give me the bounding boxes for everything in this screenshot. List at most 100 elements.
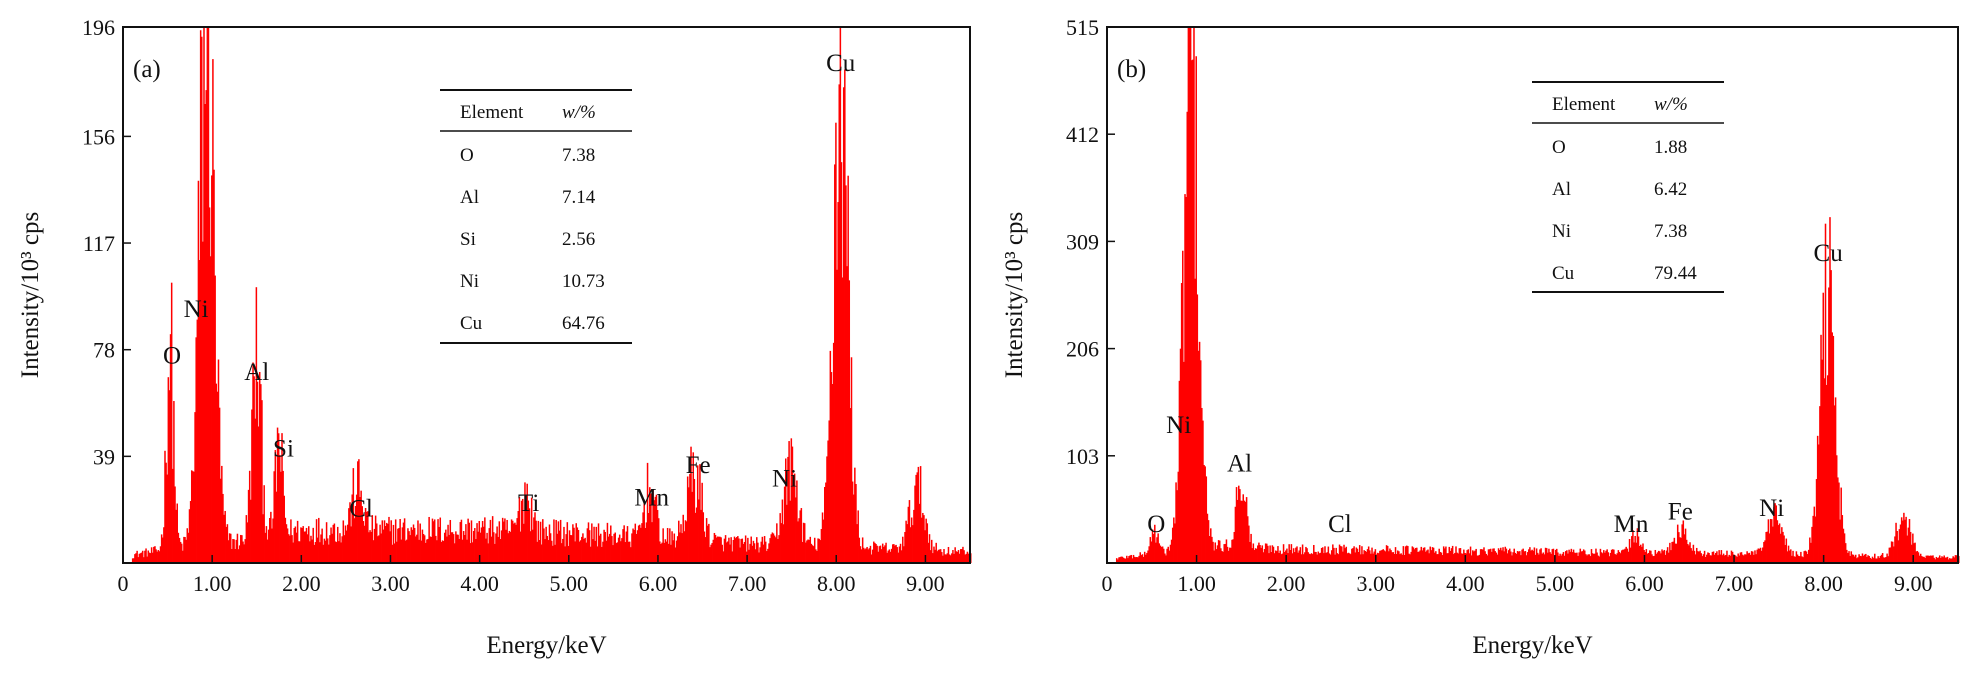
spectrum-bar <box>1296 546 1298 563</box>
spectrum-bar <box>1777 525 1780 563</box>
spectrum-bar <box>864 549 866 563</box>
spectrum-bar <box>1824 223 1827 563</box>
spectrum-bar <box>331 533 333 563</box>
spectrum-bar <box>439 517 442 563</box>
spectrum-bar <box>1165 555 1167 563</box>
spectrum-bar <box>860 549 863 563</box>
spectrum-bar <box>276 427 279 563</box>
spectrum-bar <box>1485 553 1487 563</box>
spectrum-bar <box>1720 550 1723 563</box>
spectrum-bar <box>490 536 493 563</box>
spectrum-bar <box>819 540 822 563</box>
spectrum-bar <box>1390 550 1392 563</box>
spectrum-bar <box>1551 549 1554 563</box>
spectrum-bar <box>1922 556 1924 563</box>
spectrum-bar <box>851 481 854 563</box>
spectrum-bar <box>805 542 807 563</box>
spectrum-bar <box>1605 550 1607 563</box>
spectrum-bar <box>416 534 418 563</box>
peak-label: Ni <box>1166 412 1191 439</box>
spectrum-bar <box>1171 527 1174 563</box>
spectrum-bar <box>1196 294 1199 563</box>
spectrum-bar <box>647 513 650 563</box>
spectrum-bar <box>844 69 846 563</box>
spectrum-bar <box>666 527 669 563</box>
spectrum-bar <box>1367 546 1370 563</box>
spectrum-bar <box>1436 554 1438 563</box>
spectrum-bar <box>1314 551 1316 563</box>
spectrum-bar <box>1549 552 1551 563</box>
spectrum-bar <box>1562 552 1565 563</box>
spectrum-bar <box>692 452 695 563</box>
spectrum-bar <box>540 544 543 563</box>
spectrum-bar <box>1626 548 1629 563</box>
spectrum-bar <box>1463 549 1465 563</box>
spectrum-bar <box>1651 554 1653 563</box>
spectrum-bar <box>1298 550 1300 563</box>
spectrum-bar <box>1150 541 1153 563</box>
spectrum-bar <box>654 496 657 563</box>
spectrum-bar <box>1867 555 1869 563</box>
spectrum-bar <box>1409 554 1411 563</box>
x-tick-label: 9.00 <box>1894 571 1933 596</box>
spectrum-bar <box>1193 27 1195 563</box>
spectrum-bar <box>1887 556 1889 563</box>
spectrum-bar <box>1657 550 1660 563</box>
spectrum-bar <box>1248 525 1250 563</box>
spectrum-bar <box>694 512 697 563</box>
peak-label: Ni <box>184 296 209 323</box>
spectrum-bar <box>1567 553 1569 563</box>
spectrum-bar <box>1889 547 1892 563</box>
spectrum-bar <box>299 541 301 563</box>
spectrum-bar <box>698 499 700 563</box>
spectrum-bar <box>403 518 406 563</box>
spectrum-bar <box>1815 479 1818 563</box>
spectrum-bar <box>1706 554 1708 563</box>
spectrum-bar <box>1269 545 1271 563</box>
peak-label: O <box>163 342 181 369</box>
spectrum-bar <box>693 478 696 563</box>
spectrum-bar <box>725 542 728 563</box>
spectrum-bar <box>1687 544 1689 563</box>
spectrum-bar <box>1479 549 1482 563</box>
spectrum-bar <box>1286 548 1288 563</box>
spectrum-bar <box>856 524 858 563</box>
spectrum-bar <box>1727 556 1729 563</box>
spectrum-bar <box>1337 554 1340 563</box>
peak-label: Si <box>273 435 294 462</box>
spectrum-bar <box>1242 494 1245 563</box>
spectrum-bar <box>233 539 235 563</box>
spectrum-bar <box>1900 517 1903 563</box>
spectrum-bar <box>1233 532 1236 563</box>
spectrum-bar <box>362 521 365 563</box>
spectrum-bar <box>559 519 562 563</box>
spectrum-bar <box>494 543 496 563</box>
spectrum-bar <box>1581 551 1584 563</box>
spectrum-bar <box>1704 557 1707 563</box>
spectrum-bar <box>192 471 194 563</box>
spectrum-bar <box>297 541 300 563</box>
table-cell-value: 79.44 <box>1654 263 1697 284</box>
spectrum-bar <box>1364 551 1367 563</box>
spectrum-bar <box>858 537 861 563</box>
spectrum-bar <box>1500 547 1502 563</box>
spectrum-bar <box>881 543 884 563</box>
table-cell-value: 7.38 <box>562 145 595 166</box>
spectrum-bar <box>1195 56 1197 563</box>
spectrum-bar <box>1412 547 1415 563</box>
spectrum-bar <box>1934 559 1937 563</box>
spectrum-bar <box>966 551 969 563</box>
spectrum-bar <box>1573 552 1576 563</box>
spectrum-bar <box>956 551 959 563</box>
spectrum-bar <box>1882 557 1885 563</box>
spectrum-bar <box>852 494 855 563</box>
spectrum-bar <box>370 531 372 563</box>
spectrum-bar <box>797 521 799 563</box>
spectrum-bar <box>208 207 211 564</box>
spectrum-bar <box>896 547 898 563</box>
spectrum-bar <box>773 535 776 563</box>
spectrum-bar <box>382 529 385 563</box>
spectrum-bar <box>1170 539 1173 563</box>
spectrum-bar <box>884 545 886 563</box>
spectrum-bar <box>806 540 808 563</box>
